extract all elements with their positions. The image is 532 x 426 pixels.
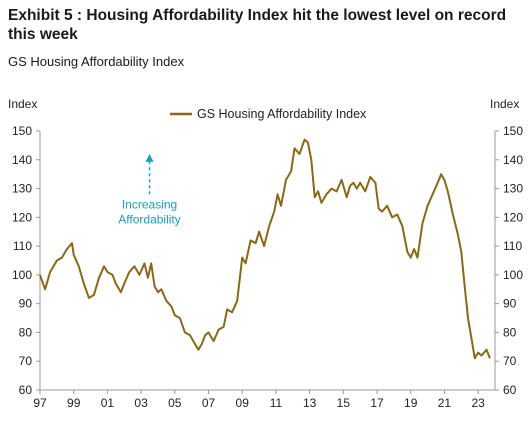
- plot-frame: [39, 131, 496, 391]
- y-tick-label-right: 150: [503, 124, 523, 138]
- y-tick-label-right: 140: [503, 153, 523, 167]
- legend-label: GS Housing Affordability Index: [197, 107, 367, 121]
- y-tick-label-right: 80: [503, 325, 517, 339]
- x-tick-label: 99: [67, 396, 81, 410]
- x-tick-label: 13: [303, 396, 317, 410]
- right-y-ticks: 60 70 80 90 100 110 120 130 140 150: [495, 124, 523, 397]
- annotation-text-line1: Increasing: [122, 197, 177, 211]
- y-tick-label-right: 110: [503, 239, 522, 253]
- x-tick-label: 17: [370, 396, 384, 410]
- x-ticks: 97 99 01 03 05 07 09 11 13 15 17 19 21 23: [33, 390, 485, 410]
- y-tick-label-left: 90: [19, 297, 33, 311]
- y-tick-label-left: 80: [19, 325, 33, 339]
- chart-title: Exhibit 5 : Housing Affordability Index …: [8, 7, 507, 43]
- x-tick-label: 21: [438, 396, 452, 410]
- x-tick-label: 19: [404, 396, 418, 410]
- y-tick-label-left: 70: [19, 354, 33, 368]
- x-tick-label: 23: [471, 396, 485, 410]
- x-tick-label: 97: [33, 396, 47, 410]
- y-tick-label-right: 100: [503, 268, 523, 282]
- series-line-gs-housing-affordability-index: [39, 138, 491, 360]
- x-tick-label: 15: [337, 396, 351, 410]
- annotation: Increasing Affordability: [118, 153, 181, 226]
- y-tick-label-left: 60: [19, 383, 33, 397]
- y-tick-label-right: 70: [503, 354, 517, 368]
- x-tick-label: 11: [270, 396, 283, 410]
- x-tick-label: 07: [202, 396, 216, 410]
- annotation-arrowhead: [145, 153, 154, 162]
- y-tick-label-left: 100: [12, 268, 32, 282]
- chart-subtitle: GS Housing Affordability Index: [8, 54, 185, 69]
- y-tick-label-right: 60: [503, 383, 517, 397]
- legend: GS Housing Affordability Index: [170, 107, 367, 121]
- y-tick-label-left: 130: [12, 182, 32, 196]
- y-tick-label-right: 90: [503, 297, 517, 311]
- x-tick-label: 09: [236, 396, 250, 410]
- left-axis-title: Index: [8, 97, 37, 111]
- x-tick-label: 03: [134, 396, 148, 410]
- right-axis-title: Index: [490, 97, 519, 111]
- y-tick-label-left: 110: [13, 239, 32, 253]
- y-tick-label-left: 150: [12, 124, 32, 138]
- y-tick-label-left: 120: [12, 210, 32, 224]
- y-tick-label-right: 120: [503, 210, 523, 224]
- x-tick-label: 05: [168, 396, 182, 410]
- x-tick-label: 01: [101, 396, 115, 410]
- annotation-text-line2: Affordability: [118, 212, 180, 226]
- y-tick-label-right: 130: [503, 182, 523, 196]
- y-tick-label-left: 140: [12, 153, 32, 167]
- left-y-ticks: 60 70 80 90 100 110 120 130 140 150: [12, 124, 40, 397]
